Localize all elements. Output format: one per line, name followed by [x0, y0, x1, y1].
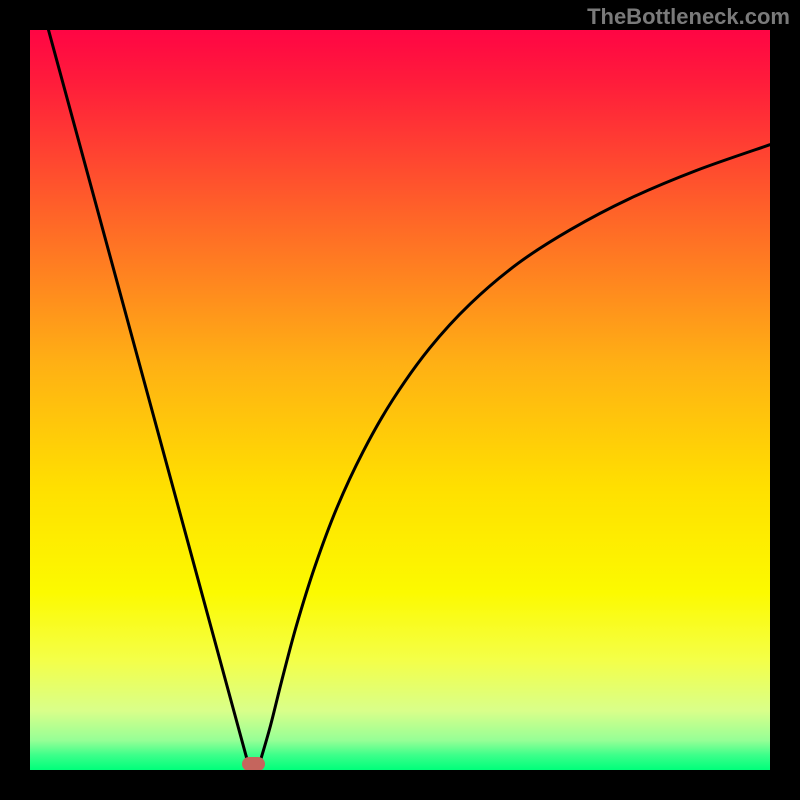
- bottleneck-curve-svg: [30, 30, 770, 770]
- plot-area: [30, 30, 770, 770]
- canvas: TheBottleneck.com: [0, 0, 800, 800]
- attribution-text: TheBottleneck.com: [587, 4, 790, 30]
- bottleneck-curve-right: [259, 145, 770, 764]
- minimum-marker: [242, 757, 266, 770]
- bottleneck-curve-left: [49, 30, 249, 764]
